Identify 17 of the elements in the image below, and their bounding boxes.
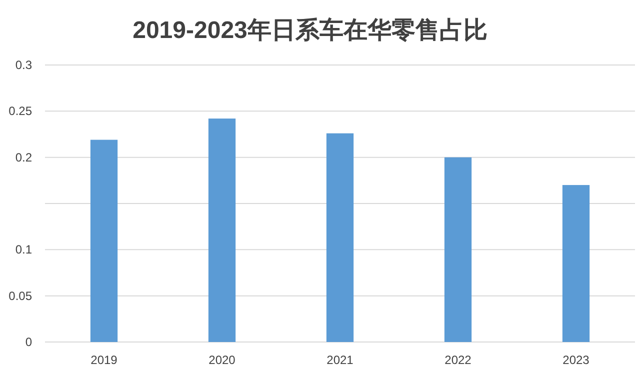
chart-title: 2019-2023年日系车在华零售占比 [132, 17, 488, 44]
bar [444, 157, 472, 342]
bar [90, 140, 118, 342]
x-tick-label: 2022 [444, 353, 472, 367]
x-tick-label: 2023 [562, 353, 590, 367]
x-tick-label: 2019 [90, 353, 118, 367]
x-tick-label: 2021 [326, 353, 354, 367]
bar [562, 185, 590, 342]
x-tick-label: 2020 [208, 353, 236, 367]
y-tick-label: 0 [25, 335, 32, 349]
bar [326, 133, 354, 342]
y-tick-label: 0.2 [15, 150, 32, 164]
bar [208, 118, 236, 342]
y-tick-label: 0.25 [8, 104, 32, 118]
y-tick-label: 0.05 [8, 288, 32, 303]
y-tick-label: 0.3 [15, 58, 32, 72]
y-tick-label: 0.1 [15, 242, 32, 257]
